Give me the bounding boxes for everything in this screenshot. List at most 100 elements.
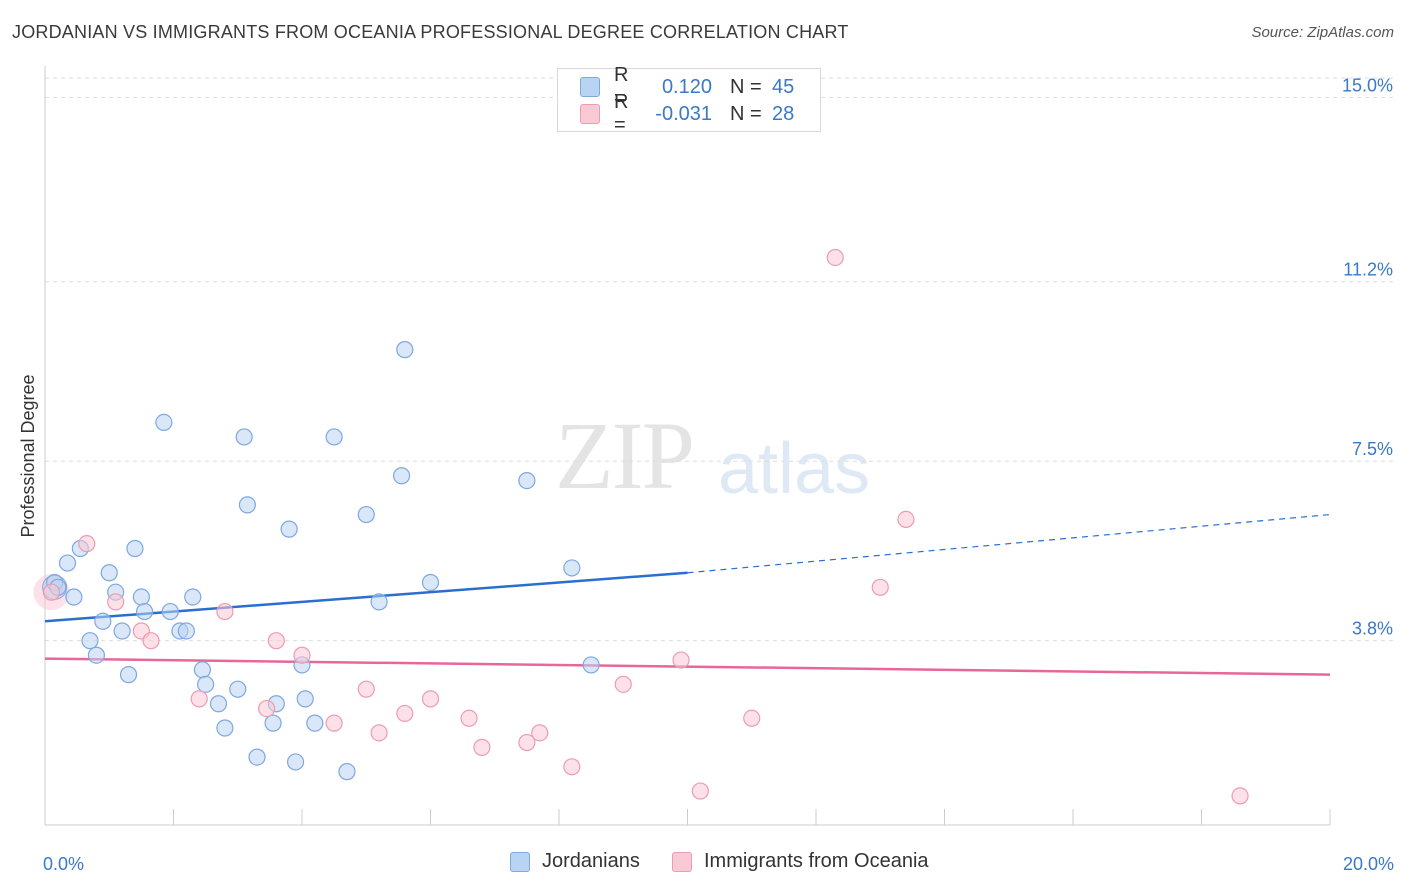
series-legend: Jordanians Immigrants from Oceania — [0, 850, 1406, 878]
jordanian-trend-extension — [687, 513, 1331, 574]
jordanian-point — [216, 719, 234, 737]
oceania-point — [293, 646, 311, 664]
jordanian-point — [238, 496, 256, 514]
x-tick-label: 0.0% — [43, 854, 84, 874]
y-tick-label: 15.0% — [1342, 75, 1393, 95]
oceania-point — [370, 724, 388, 742]
oceania-point — [78, 535, 96, 553]
jordanian-point — [264, 714, 282, 732]
oceania-point — [1231, 787, 1249, 805]
oceania-point — [142, 632, 160, 650]
oceania-point — [42, 583, 61, 601]
oceania-point — [396, 704, 414, 723]
jordanian-point — [357, 505, 375, 524]
legend-n-label: N = — [730, 102, 762, 125]
jordanian-point — [155, 413, 173, 431]
oceania-point — [826, 248, 844, 267]
oceania-point — [460, 709, 478, 727]
jordanian-point — [94, 612, 112, 630]
legend-r-value: -0.031 — [655, 102, 712, 125]
legend-swatch-blue — [510, 851, 530, 872]
jordanian-point — [119, 666, 138, 684]
legend-row-jordanians: R = 0.120 N = 45 — [580, 64, 795, 109]
jordanian-point — [563, 559, 581, 577]
jordanian-point — [286, 753, 305, 771]
jordanian-point — [518, 472, 536, 490]
y-axis-label: Professional Degree — [18, 374, 38, 537]
stats-legend: R = 0.120 N = 45 R = -0.031 N = 28 — [557, 64, 821, 136]
jordanian-point — [296, 690, 314, 708]
jordanian-point — [209, 695, 228, 713]
legend-swatch-pink — [672, 851, 692, 872]
data-points — [33, 248, 1249, 805]
oceania-point — [518, 733, 536, 752]
oceania-point — [743, 709, 761, 727]
jordanian-point — [235, 428, 253, 446]
jordanian-point — [177, 622, 195, 640]
legend-n-label: N = — [730, 75, 762, 98]
legend-n-value: 45 — [772, 75, 795, 98]
oceania-point — [258, 699, 276, 718]
jordanian-point — [370, 593, 388, 611]
legend-r-label: R = — [614, 91, 629, 136]
jordanian-point — [58, 554, 77, 572]
jordanian-point — [229, 680, 247, 698]
jordanian-point — [65, 588, 83, 606]
legend-label-jordanians: Jordanians — [542, 850, 640, 872]
watermark-zip: ZIP — [555, 402, 695, 509]
jordanian-point — [135, 602, 154, 621]
jordanian-point — [132, 588, 150, 606]
jordanian-point — [325, 428, 343, 446]
trend-lines — [44, 513, 1331, 676]
axes — [44, 66, 1331, 826]
legend-r-label: R = — [614, 64, 629, 109]
jordanian-point — [248, 748, 266, 766]
oceania-point — [267, 632, 285, 650]
legend-label-oceania: Immigrants from Oceania — [704, 850, 929, 872]
oceania-point — [107, 593, 125, 611]
jordanian-point — [113, 622, 131, 640]
jordanian-point — [197, 675, 215, 693]
legend-swatch-pink — [580, 104, 600, 124]
y-tick-label: 11.2% — [1343, 260, 1393, 280]
oceania-point — [614, 675, 632, 693]
x-tick-label: 20.0% — [1343, 854, 1394, 874]
oceania-point — [691, 782, 709, 800]
oceania-point — [190, 690, 208, 708]
oceania-point — [216, 602, 234, 621]
source-credit: Source: ZipAtlas.com — [1251, 24, 1394, 41]
jordanian-point — [87, 646, 106, 664]
oceania-point — [672, 651, 690, 669]
jordanian-point — [81, 632, 99, 650]
legend-r-value: 0.120 — [661, 75, 712, 98]
jordanian-point — [421, 573, 440, 592]
jordanian-point — [100, 564, 118, 582]
watermark-atlas: atlas — [718, 429, 871, 509]
jordanian-point — [193, 661, 212, 679]
oceania-point — [563, 758, 581, 776]
tick-labels: 3.8% 7.5% 11.2% 15.0% 0.0% 20.0% — [43, 75, 1394, 874]
oceania-point — [531, 724, 549, 742]
jordanian-point — [126, 539, 144, 558]
gridlines — [45, 77, 1395, 642]
jordanian-point — [306, 714, 324, 732]
oceania-point — [357, 680, 375, 698]
chart-title: JORDANIAN VS IMMIGRANTS FROM OCEANIA PRO… — [12, 22, 849, 42]
oceania-point — [421, 690, 440, 708]
oceania-point — [473, 738, 491, 756]
jordanian-point — [582, 656, 600, 674]
oceania-trend-line — [44, 657, 1331, 676]
y-tick-label: 3.8% — [1352, 619, 1393, 639]
legend-swatch-blue — [580, 77, 600, 97]
jordanian-point — [161, 602, 179, 621]
jordanian-point — [280, 520, 298, 538]
jordanian-point — [338, 763, 356, 781]
oceania-point — [325, 714, 343, 732]
legend-item-oceania[interactable]: Immigrants from Oceania — [672, 850, 929, 873]
oceania-point — [871, 578, 889, 596]
legend-item-jordanians[interactable]: Jordanians — [510, 850, 640, 873]
legend-n-value: 28 — [772, 102, 795, 125]
jordanian-point — [392, 467, 411, 485]
jordanian-point — [184, 588, 202, 606]
